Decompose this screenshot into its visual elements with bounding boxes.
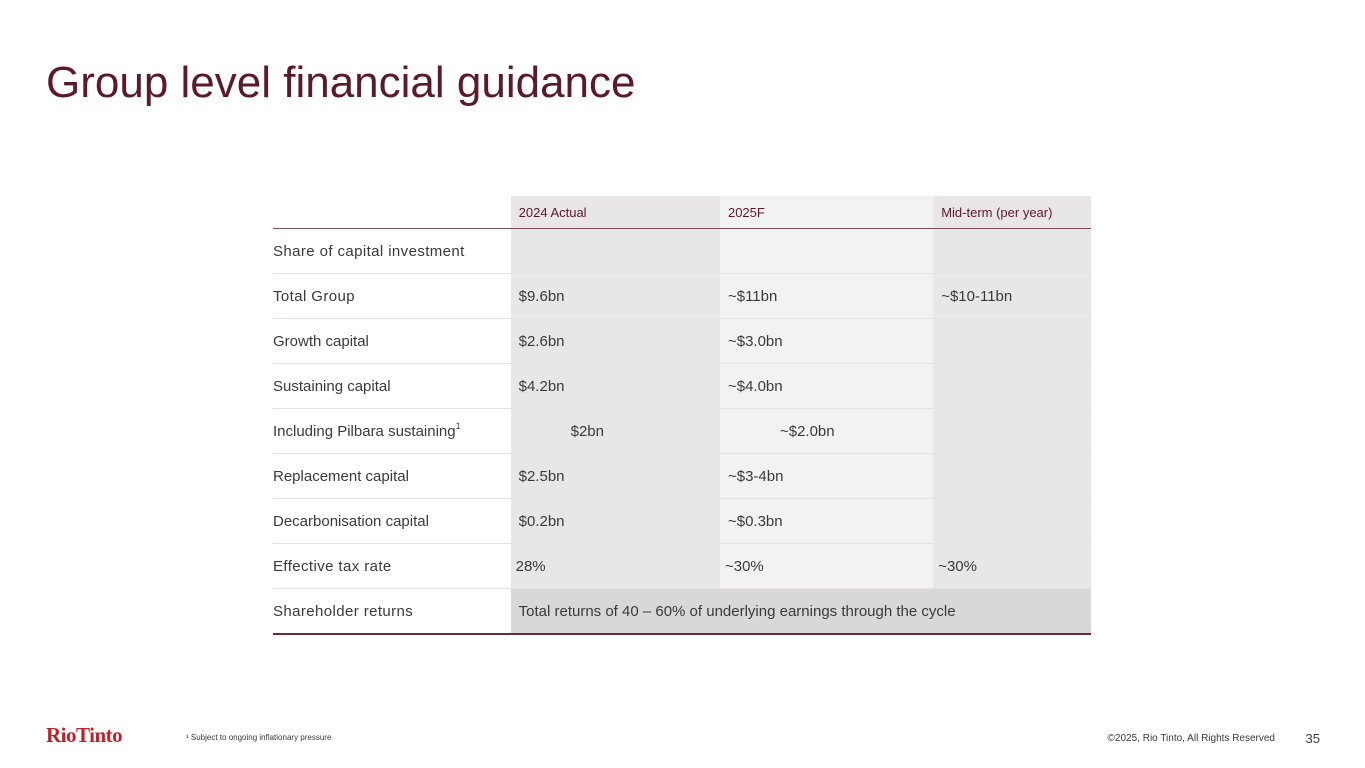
table-row: Decarbonisation capital $0.2bn ~$0.3bn: [273, 498, 1091, 544]
header-2025f: 2025F: [719, 196, 934, 229]
footnote-marker: 1: [455, 420, 461, 431]
cell-mid: [933, 498, 1091, 544]
shareholder-returns-cell: Total returns of 40 – 60% of underlying …: [510, 588, 1091, 635]
cell-mid: [933, 318, 1091, 364]
cell-2025: ~$3-4bn: [719, 453, 934, 499]
header-label: [273, 196, 511, 229]
header-mid-term: Mid-term (per year): [933, 196, 1091, 229]
page-title: Group level financial guidance: [46, 58, 636, 107]
copyright: ©2025, Rio Tinto, All Rights Reserved: [1107, 733, 1275, 744]
cell-2024: [510, 228, 720, 274]
cell-mid: [933, 228, 1091, 274]
cell-2025: ~$4.0bn: [719, 363, 934, 409]
cell-2024: $4.2bn: [510, 363, 720, 409]
cell-2024: $2.5bn: [510, 453, 720, 499]
rio-tinto-logo: RioTinto: [46, 723, 123, 747]
cell-mid: [933, 408, 1091, 454]
cell-2024: $2.6bn: [510, 318, 720, 364]
cell-2025: ~$0.3bn: [719, 498, 934, 544]
cell-mid: [933, 363, 1091, 409]
row-label: Total Group: [273, 273, 511, 319]
row-label: Share of capital investment: [273, 228, 511, 274]
row-label: Sustaining capital: [273, 363, 511, 409]
row-label: Effective tax rate: [273, 543, 511, 589]
cell-mid: [933, 453, 1091, 499]
table-row: Shareholder returns Total returns of 40 …: [273, 588, 1091, 635]
table-row: Including Pilbara sustaining1 $2bn ~$2.0…: [273, 408, 1091, 454]
header-2024-actual: 2024 Actual: [510, 196, 720, 229]
cell-2024: 28%: [510, 543, 720, 589]
table-row: Replacement capital $2.5bn ~$3-4bn: [273, 453, 1091, 499]
cell-2025: ~$2.0bn: [719, 408, 934, 454]
cell-2024: $0.2bn: [510, 498, 720, 544]
table-row: Growth capital $2.6bn ~$3.0bn: [273, 318, 1091, 364]
row-label: Growth capital: [273, 318, 511, 364]
cell-2025: ~30%: [719, 543, 934, 589]
cell-2025: ~$11bn: [719, 273, 934, 319]
cell-2025: ~$3.0bn: [719, 318, 934, 364]
table-header-row: 2024 Actual 2025F Mid-term (per year): [273, 196, 1091, 229]
row-label: Including Pilbara sustaining1: [273, 408, 511, 454]
cell-mid: ~30%: [933, 543, 1091, 589]
cell-mid: ~$10-11bn: [933, 273, 1091, 319]
row-label: Replacement capital: [273, 453, 511, 499]
table-row: Share of capital investment: [273, 228, 1091, 274]
table-row: Sustaining capital $4.2bn ~$4.0bn: [273, 363, 1091, 409]
footnote: ¹ Subject to ongoing inflationary pressu…: [186, 733, 332, 742]
cell-2024: $2bn: [510, 408, 720, 454]
guidance-table: 2024 Actual 2025F Mid-term (per year) Sh…: [273, 196, 1091, 635]
page-number: 35: [1305, 731, 1320, 746]
cell-2025: [719, 228, 934, 274]
row-label-text: Including Pilbara sustaining: [273, 422, 456, 440]
row-label: Shareholder returns: [273, 588, 511, 635]
cell-2024: $9.6bn: [510, 273, 720, 319]
table-row: Total Group $9.6bn ~$11bn ~$10-11bn: [273, 273, 1091, 319]
table-row: Effective tax rate 28% ~30% ~30%: [273, 543, 1091, 589]
row-label: Decarbonisation capital: [273, 498, 511, 544]
